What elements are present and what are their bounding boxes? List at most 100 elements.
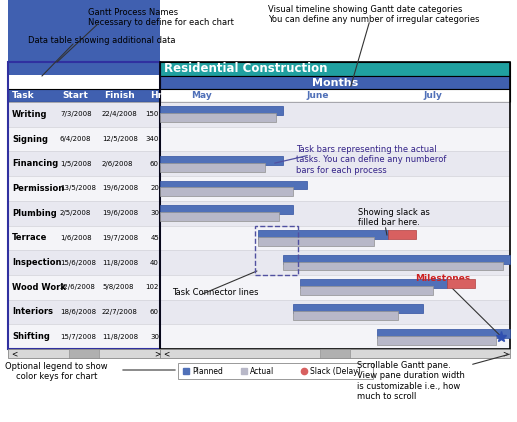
Bar <box>160 275 510 300</box>
Text: Scrollable Gantt pane.
View pane duration width
is customizable i.e., how
much t: Scrollable Gantt pane. View pane duratio… <box>357 361 465 401</box>
Bar <box>258 230 388 239</box>
Bar <box>160 300 510 324</box>
Text: Financing: Financing <box>12 159 58 168</box>
Text: 15/6/2008: 15/6/2008 <box>60 260 96 265</box>
Bar <box>178 363 373 379</box>
Text: 11/8/2008: 11/8/2008 <box>102 260 138 265</box>
Bar <box>160 76 510 89</box>
Text: 60: 60 <box>150 161 159 167</box>
Text: Wood Work: Wood Work <box>12 283 66 292</box>
Text: Interiors: Interiors <box>12 308 53 316</box>
Text: 11/8/2008: 11/8/2008 <box>102 334 138 340</box>
Text: 30: 30 <box>150 210 159 216</box>
Text: >: > <box>502 349 508 358</box>
Bar <box>8 127 160 151</box>
Text: 102: 102 <box>146 284 159 290</box>
Bar <box>160 106 282 115</box>
Bar <box>282 254 510 264</box>
Bar <box>160 156 282 165</box>
Bar <box>160 114 276 122</box>
Bar <box>282 262 503 271</box>
Text: 19/7/2008: 19/7/2008 <box>102 235 138 241</box>
Text: 13/5/2008: 13/5/2008 <box>60 185 96 192</box>
Bar <box>8 349 160 358</box>
Bar <box>160 151 510 176</box>
Bar <box>160 102 510 127</box>
Text: <: < <box>163 349 169 358</box>
Bar <box>300 286 433 295</box>
Bar <box>8 0 160 62</box>
Text: >: > <box>154 349 160 358</box>
Text: 45: 45 <box>150 235 159 241</box>
Bar <box>8 324 160 349</box>
Text: 340: 340 <box>146 136 159 142</box>
Bar <box>8 151 160 176</box>
Bar <box>160 176 510 201</box>
Text: Months: Months <box>312 78 358 87</box>
Bar <box>8 102 160 127</box>
Bar <box>8 201 160 225</box>
Bar <box>160 324 510 349</box>
Bar <box>160 225 510 250</box>
Text: 18/6/2008: 18/6/2008 <box>60 309 96 315</box>
Bar <box>160 62 510 76</box>
Text: 5/8/2008: 5/8/2008 <box>102 284 133 290</box>
Bar <box>160 250 510 275</box>
Bar <box>160 349 510 358</box>
Text: Terrace: Terrace <box>12 233 48 242</box>
Text: Shifting: Shifting <box>12 332 50 341</box>
Bar <box>8 275 160 300</box>
Bar <box>69 349 99 358</box>
Text: 19/6/2008: 19/6/2008 <box>102 210 138 216</box>
Text: Milestones: Milestones <box>415 274 470 283</box>
Bar <box>377 329 510 338</box>
Text: Optional legend to show
color keys for chart: Optional legend to show color keys for c… <box>5 362 108 381</box>
Text: <: < <box>11 349 17 358</box>
Text: Residential Construction: Residential Construction <box>164 62 327 76</box>
Text: Start: Start <box>62 91 88 100</box>
Text: 1/5/2008: 1/5/2008 <box>60 161 92 167</box>
Bar <box>293 311 398 320</box>
Text: 2/5/2008: 2/5/2008 <box>60 210 92 216</box>
Text: 7/3/2008: 7/3/2008 <box>60 111 92 117</box>
Text: 15/7/2008: 15/7/2008 <box>60 334 96 340</box>
Text: 1/6/2008: 1/6/2008 <box>60 235 92 241</box>
Bar <box>320 349 350 358</box>
Text: 22/4/2008: 22/4/2008 <box>102 111 138 117</box>
Text: 12/5/2008: 12/5/2008 <box>102 136 138 142</box>
Text: 22/6/2008: 22/6/2008 <box>60 284 96 290</box>
Text: Data table showing additional data: Data table showing additional data <box>28 36 175 45</box>
Bar <box>300 279 447 288</box>
Text: June: June <box>306 91 329 100</box>
Bar <box>8 225 160 250</box>
Bar <box>160 205 293 214</box>
Text: Task bars representing the actual
tasks. You can define any numberof
bars for ea: Task bars representing the actual tasks.… <box>296 145 446 175</box>
Bar <box>160 89 510 102</box>
Text: Slack (Delay): Slack (Delay) <box>310 366 361 376</box>
Text: 2/6/2008: 2/6/2008 <box>102 161 133 167</box>
Bar <box>160 187 293 196</box>
Text: May: May <box>192 91 212 100</box>
Text: Showing slack as
filled bar here.: Showing slack as filled bar here. <box>358 208 430 227</box>
Bar <box>8 89 160 102</box>
Text: Signing: Signing <box>12 135 48 143</box>
Text: Actual: Actual <box>250 366 274 376</box>
Bar <box>160 163 265 172</box>
Bar <box>8 176 160 201</box>
Text: Inspection: Inspection <box>12 258 62 267</box>
Bar <box>8 300 160 324</box>
Bar <box>160 212 279 221</box>
Bar <box>8 250 160 275</box>
Text: Plumbing: Plumbing <box>12 208 57 218</box>
Bar <box>160 201 510 225</box>
Bar <box>160 181 307 189</box>
Bar <box>377 335 496 344</box>
Text: Permission: Permission <box>12 184 64 193</box>
Text: Planned: Planned <box>192 366 223 376</box>
Bar <box>447 279 475 288</box>
Bar <box>258 237 373 246</box>
Text: Finish: Finish <box>104 91 135 100</box>
Bar <box>388 230 416 239</box>
Bar <box>254 225 298 275</box>
Text: 30: 30 <box>150 334 159 340</box>
